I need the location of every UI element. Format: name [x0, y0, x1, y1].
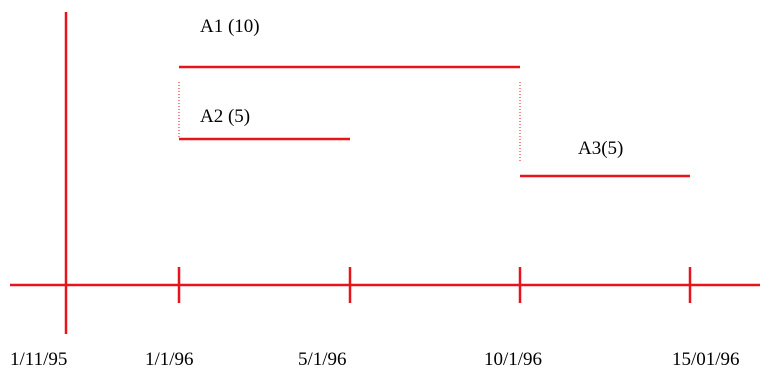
tick-label: 1/11/95	[10, 349, 67, 370]
activity-a3-label: A3(5)	[578, 138, 623, 159]
tick-label: 5/1/96	[298, 349, 347, 370]
activity-a1-label: A1 (10)	[200, 16, 260, 37]
tick-label: 10/1/96	[484, 349, 542, 370]
tick-label: 1/1/96	[145, 349, 194, 370]
activity-a2-label: A2 (5)	[200, 106, 250, 127]
tick-label: 15/01/96	[672, 349, 740, 370]
